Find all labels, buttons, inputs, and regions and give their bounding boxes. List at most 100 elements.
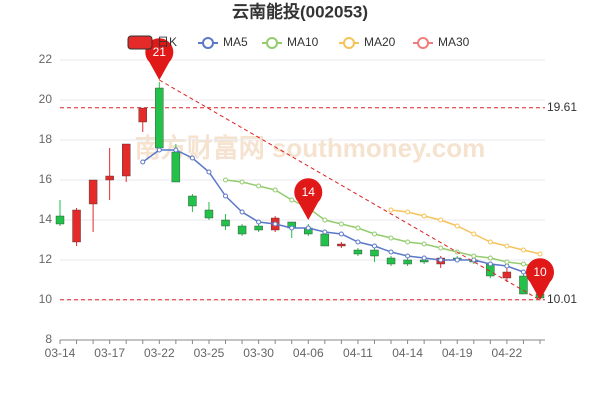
x-tick-label: 04-14 [392,346,423,360]
reference-label: 10.01 [547,292,577,306]
ma-point [289,225,295,231]
y-tick-label: 12 [39,252,53,266]
ma-point [272,221,278,227]
candle-body [122,143,131,177]
candle-body [403,259,412,265]
pin-label: 10 [533,265,547,279]
y-tick-label: 22 [39,52,53,66]
ma-point [338,221,344,227]
ma-point [173,147,179,153]
ma-point [520,269,526,275]
candle-body [320,233,330,247]
x-tick-label: 04-11 [343,346,373,360]
candle-body [221,219,230,227]
x-tick-label: 03-25 [194,346,225,360]
ma-line [225,179,541,269]
ma-point [438,245,444,251]
ma-point [239,209,245,215]
candle-body [138,107,147,123]
ma-point [256,183,262,189]
ma-point [223,193,229,199]
candle-body [204,209,214,219]
legend-icon [266,37,278,49]
ma-point [140,159,146,165]
ma-point [355,225,361,231]
ma-point [421,213,427,219]
x-tick-label: 04-22 [492,346,523,360]
x-tick-label: 04-06 [293,346,324,360]
ma-point [471,231,477,237]
candle-body [72,209,81,243]
legend-label: MA5 [223,35,248,49]
ma-point [355,239,361,245]
ma-point [239,179,245,185]
candle-body [171,151,181,183]
candle-body [337,243,346,247]
ma-point [405,239,411,245]
reference-label: 19.61 [547,100,577,114]
ma-point [405,253,411,259]
ma-point [520,247,526,253]
legend-label: MA20 [364,35,396,49]
ma-point [388,207,394,213]
x-tick-label: 03-17 [94,346,125,360]
candle-body [519,275,528,295]
x-tick-label: 03-14 [45,346,76,360]
trend-line [159,79,541,301]
ma-point [322,229,328,235]
legend-label: MA10 [287,35,319,49]
ma-line [390,209,541,255]
candle-body [254,225,263,231]
candle-body [237,225,247,235]
chart-title: 云南能投(002053) [232,1,368,21]
ma-point [438,217,444,223]
ma-point [471,253,477,259]
ma-point [504,263,510,269]
ma-point [272,187,278,193]
candle-body [55,215,65,225]
pin [145,38,174,80]
ma-point [305,225,311,231]
candle-body [386,257,396,265]
ma-point [322,217,328,223]
ma-point [206,169,212,175]
ma-point [156,147,162,153]
watermark: 南方财富网 southmoney.com [135,133,486,163]
legend-label: 日K [157,35,177,49]
x-tick-label: 03-22 [144,346,175,360]
ma-point [487,261,493,267]
y-tick-label: 16 [39,172,53,186]
candle-body [188,195,197,207]
candle-body [88,179,98,205]
y-tick-label: 18 [39,132,53,146]
pin-label: 21 [153,45,167,59]
legend-icon [202,37,214,49]
x-tick-label: 03-30 [243,346,274,360]
ma-point [504,259,510,265]
legend-icon [343,37,355,49]
candle-body [105,175,114,181]
pin-label: 14 [302,185,316,199]
y-tick-label: 8 [45,332,52,346]
ma-point [471,257,477,263]
ma-point [371,231,377,237]
ma-point [388,249,394,255]
ma-point [520,261,526,267]
candle-body [502,271,512,279]
ma-point [338,231,344,237]
ma-point [371,243,377,249]
ma-point [405,209,411,215]
ma-point [487,255,493,261]
pin [294,178,323,220]
ma-point [289,197,295,203]
candle-body [155,87,164,149]
ma-point [454,223,460,229]
ma-point [504,243,510,249]
legend-icon [417,37,429,49]
ma-point [189,155,195,161]
x-tick-label: 04-19 [442,346,473,360]
ma-point [438,257,444,263]
ma-point [487,239,493,245]
y-tick-label: 14 [39,212,53,226]
